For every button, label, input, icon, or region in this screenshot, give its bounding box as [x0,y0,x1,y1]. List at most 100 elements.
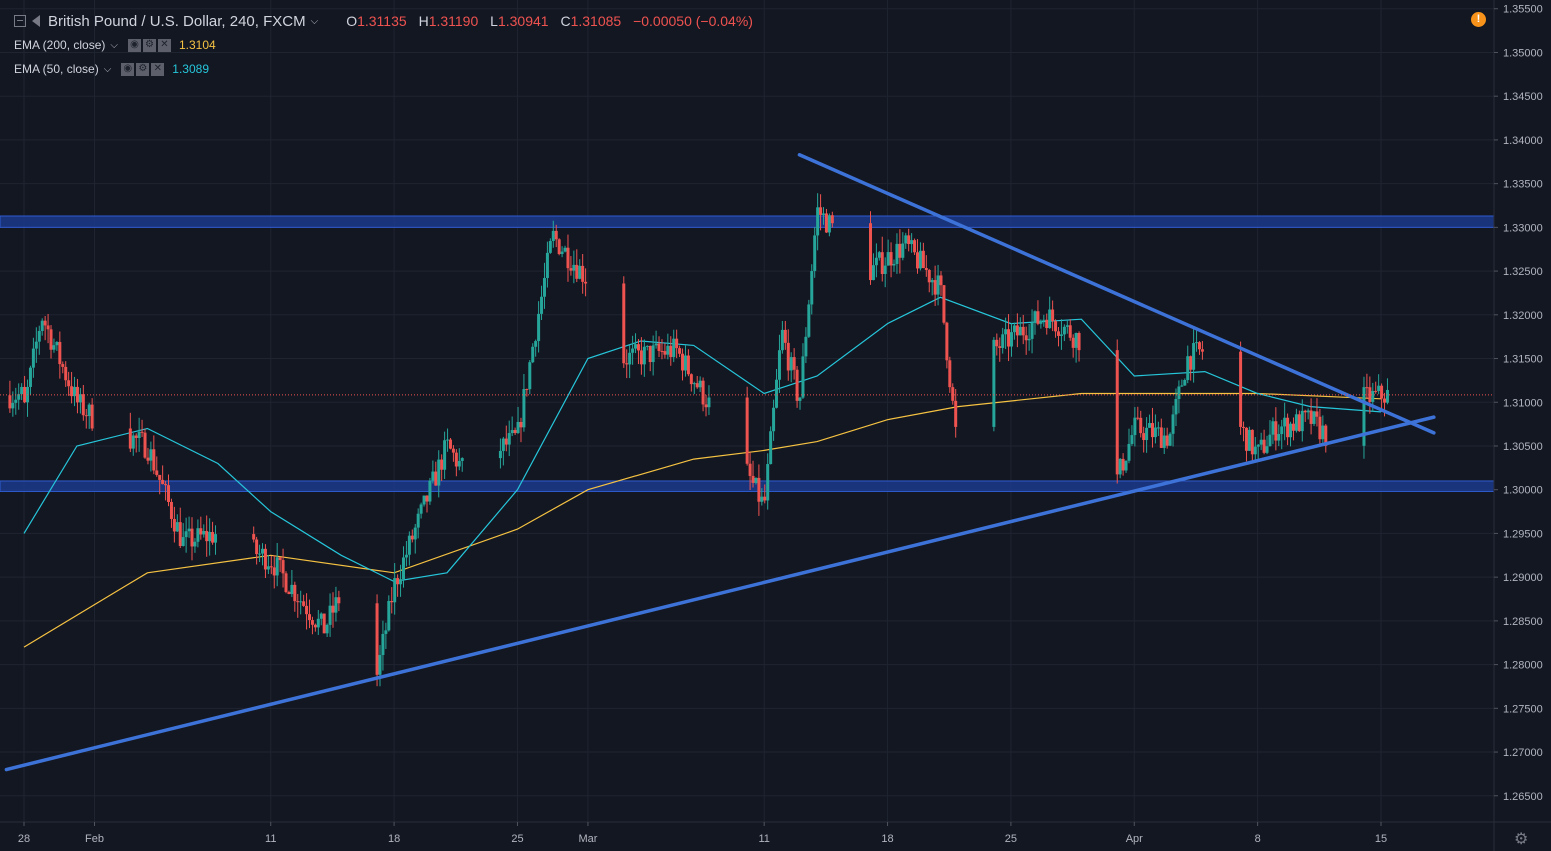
candle-body [1065,325,1069,327]
candle-body [1145,427,1149,441]
candle-body [64,366,68,381]
candle-body [263,548,267,570]
candle-body [428,480,432,502]
candle-body [1306,410,1310,413]
ascending-trendline[interactable] [4,415,1436,772]
symbol-title[interactable]: British Pound / U.S. Dollar, 240, FXCM [48,12,306,30]
close-icon[interactable]: ✕ [151,62,165,76]
candle-body [1283,417,1287,427]
candle-body [1262,439,1266,453]
descending-trendline[interactable] [797,153,1436,435]
alert-icon[interactable]: ! [1471,12,1486,27]
trendlines[interactable] [4,153,1436,772]
candle-body [1048,309,1052,329]
x-tick-label: 28 [18,833,30,845]
candle-body [37,330,41,342]
candle-body [399,579,403,585]
chevron-down-icon[interactable]: ⌵ [310,15,319,27]
collapse-icon[interactable] [14,15,26,27]
candle-body [807,304,811,337]
candle-body [14,399,18,403]
ema200-value: 1.3104 [178,38,216,52]
candle-body [578,265,582,279]
candle-body [1024,335,1028,341]
candle-body [516,421,520,434]
candle-body [1289,423,1293,438]
gear-icon[interactable]: ⚙ [136,62,150,76]
candle-body [313,624,317,628]
y-tick-label: 1.33500 [1503,179,1543,191]
candle-body [172,518,176,532]
candle-body [501,438,505,451]
candle-body [904,235,908,244]
ema50-label[interactable]: EMA (50, close) [14,62,99,76]
candle-body [178,522,182,546]
resistance-zone[interactable] [0,215,1495,228]
candle-body [1136,417,1140,419]
candle-body [686,355,690,375]
candle-body [328,605,332,625]
candle-body [310,620,314,625]
candle-body [537,313,541,342]
eye-icon[interactable]: ◉ [127,38,141,52]
candle-body [639,350,643,365]
candle-body [810,271,814,305]
settings-gear-icon[interactable]: ⚙ [1514,831,1529,848]
candle-body [261,548,265,554]
candle-body [1195,342,1199,344]
candle-body [378,655,382,675]
chart-legend: British Pound / U.S. Dollar, 240, FXCM ⌵… [14,9,761,81]
candle-body [1192,343,1196,370]
candle-body [214,534,218,543]
candle-body [1021,326,1025,336]
candle-body [542,278,546,297]
candle-body [1380,385,1384,399]
close-key: C [560,13,571,29]
y-tick-label: 1.35500 [1503,4,1543,16]
candle-body [146,457,150,461]
y-tick-label: 1.29500 [1503,528,1543,540]
eye-icon[interactable]: ◉ [121,62,135,76]
chevron-down-icon[interactable]: ⌵ [103,63,112,75]
candle-body [266,566,270,570]
candle-body [880,252,884,275]
high-key: H [418,13,429,29]
support-zone[interactable] [0,480,1495,492]
candle-body [134,435,138,439]
candle-body [34,341,38,349]
candle-body [1027,338,1031,341]
close-icon[interactable]: ✕ [157,38,171,52]
y-tick-label: 1.30500 [1503,441,1543,453]
candle-body [816,207,820,236]
candle-body [751,475,755,483]
candle-body [1059,334,1063,336]
candle-body [319,613,323,619]
candle-body [275,557,279,576]
flag-icon[interactable] [32,15,40,27]
ema50-legend[interactable]: EMA (50, close) ⌵ ◉ ⚙ ✕ 1.3089 [14,57,761,81]
candle-body [992,339,996,427]
y-tick-label: 1.29000 [1503,572,1543,584]
candle-body [43,320,47,326]
candle-body [1033,311,1037,323]
candle-body [895,243,899,264]
candle-body [255,539,259,555]
ema200-label[interactable]: EMA (200, close) [14,38,106,52]
ema200-legend[interactable]: EMA (200, close) ⌵ ◉ ⚙ ✕ 1.3104 [14,33,761,57]
candle-body [1054,321,1058,332]
candle-body [1271,421,1275,435]
candle-body [293,584,297,602]
candle-body [775,379,779,408]
candle-body [316,618,320,628]
chevron-down-icon[interactable]: ⌵ [110,39,118,51]
y-tick-label: 1.28500 [1503,616,1543,628]
candle-body [454,452,458,467]
candle-body [948,360,952,388]
candle-body [20,386,24,395]
candle-body [1142,433,1146,441]
gear-icon[interactable]: ⚙ [142,38,156,52]
x-tick-label: Feb [85,833,104,845]
candle-body [824,213,828,233]
